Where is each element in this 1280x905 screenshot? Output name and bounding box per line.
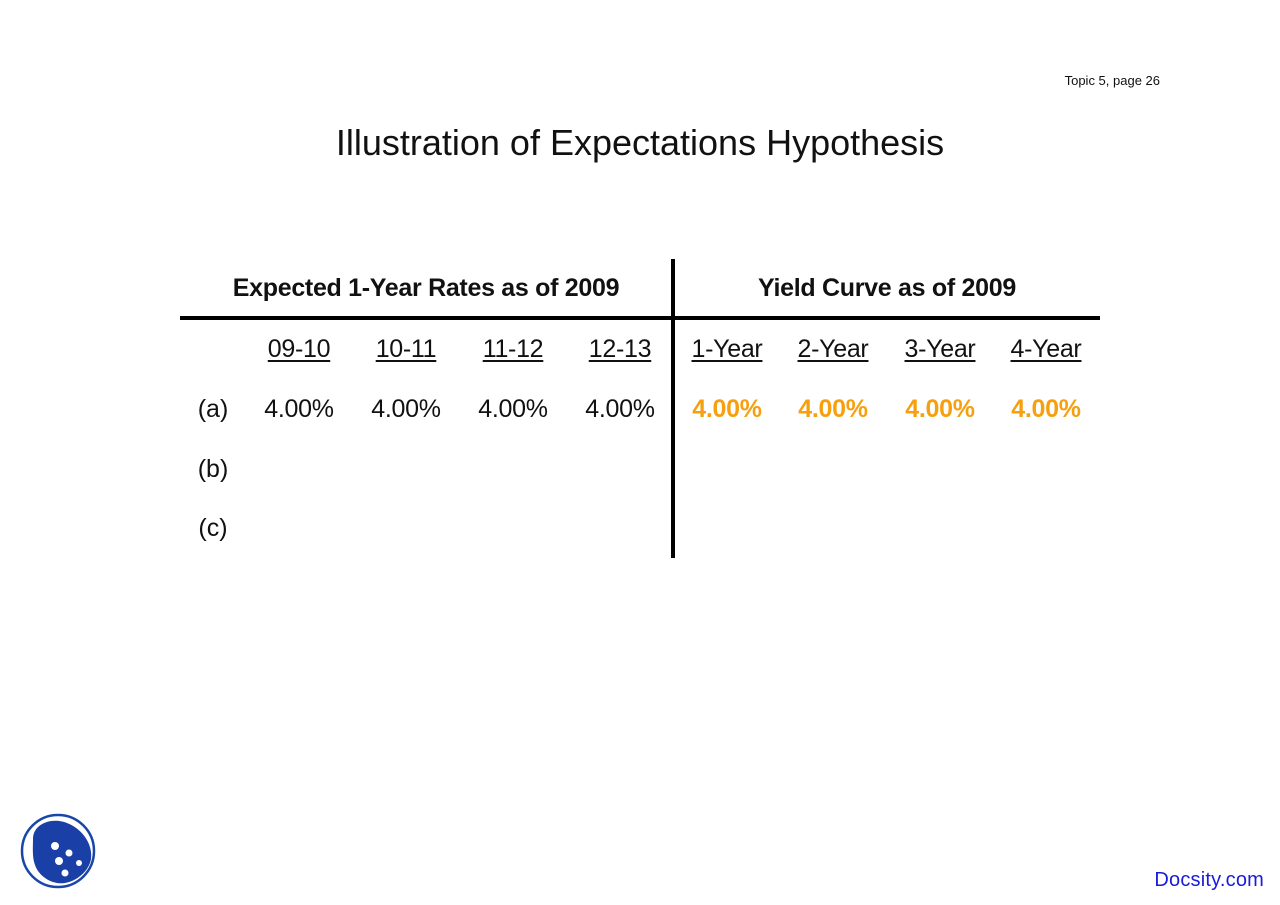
column-header-4-year: 4-Year [1010, 335, 1082, 363]
column-header-3-year: 3-Year [904, 335, 976, 363]
table-cell: 4.00% [371, 395, 441, 423]
table-cell: 4.00% [585, 395, 655, 423]
column-header-09-10: 09-10 [267, 335, 331, 363]
slide-title: Illustration of Expectations Hypothesis [335, 122, 945, 163]
column-header-1-year: 1-Year [691, 335, 763, 363]
row-label-b: (b) [197, 455, 229, 483]
row-label-a: (a) [197, 395, 229, 423]
yield-cell-highlight: 4.00% [1011, 395, 1081, 423]
expected-rates-header: Expected 1-Year Rates as of 2009 [232, 274, 620, 302]
yield-cell-highlight: 4.00% [905, 395, 975, 423]
row-label-c: (c) [198, 514, 228, 542]
table-header-rule [180, 316, 1100, 320]
yield-cell-highlight: 4.00% [692, 395, 762, 423]
table-cell: 4.00% [264, 395, 334, 423]
table-divider-rule [671, 259, 675, 558]
column-header-12-13: 12-13 [588, 335, 652, 363]
table-cell: 4.00% [478, 395, 548, 423]
docsity-brand-link[interactable]: Docsity.com [1154, 869, 1264, 891]
docsity-ladybug-logo-icon[interactable] [19, 811, 99, 891]
column-header-10-11: 10-11 [375, 335, 437, 363]
yield-cell-highlight: 4.00% [798, 395, 868, 423]
yield-curve-header: Yield Curve as of 2009 [758, 274, 1016, 302]
column-header-11-12: 11-12 [482, 335, 544, 363]
column-header-2-year: 2-Year [797, 335, 869, 363]
page-number: Topic 5, page 26 [1064, 73, 1160, 88]
